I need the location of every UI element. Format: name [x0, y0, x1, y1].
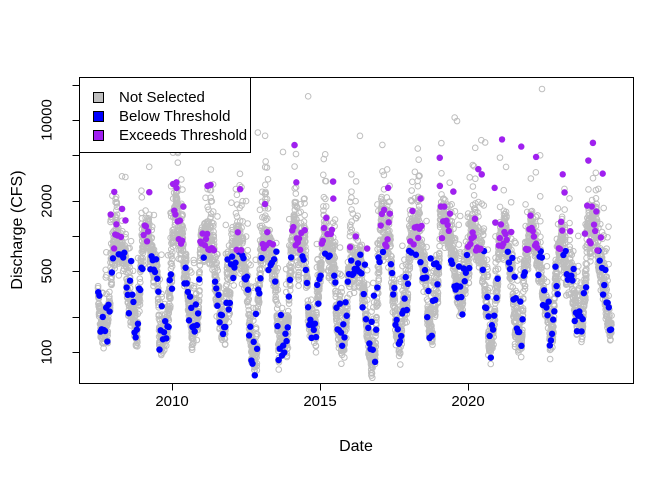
legend-item-not-selected: Not Selected [93, 88, 250, 107]
x-tick-label: 2010 [155, 393, 189, 410]
y-tick-label: 2000 [38, 184, 56, 218]
legend-item-exceeds-threshold: Exceeds Threshold [93, 126, 250, 145]
legend-item-below-threshold: Below Threshold [93, 107, 250, 126]
legend-item-label: Below Threshold [119, 108, 231, 125]
x-tick-label: 2020 [451, 393, 485, 410]
exceeds-threshold-swatch-icon [93, 130, 104, 141]
y-tick-label: 10000 [38, 99, 56, 141]
below-threshold-swatch-icon [93, 111, 104, 122]
x-tick-label: 2015 [303, 393, 337, 410]
legend: Not Selected Below Threshold Exceeds Thr… [79, 77, 251, 153]
legend-item-label: Exceeds Threshold [119, 127, 248, 144]
y-axis-title: Discharge (CFS) [9, 170, 26, 290]
legend-item-label: Not Selected [119, 89, 205, 106]
y-tick-label: 100 [38, 339, 56, 365]
not-selected-swatch-icon [93, 92, 104, 103]
y-tick-label: 500 [38, 258, 56, 284]
x-axis-title: Date [339, 438, 373, 455]
